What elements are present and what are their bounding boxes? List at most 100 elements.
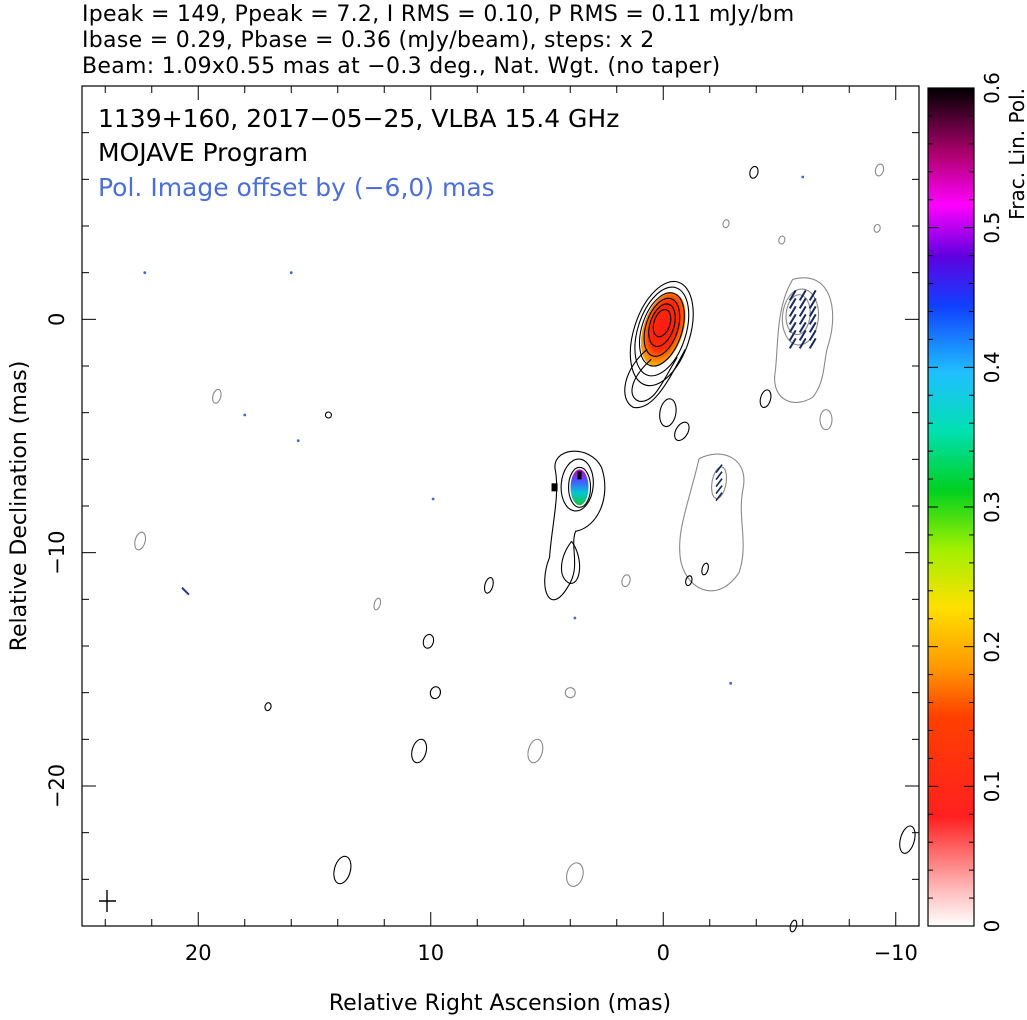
core-contour (652, 309, 672, 338)
noise-contour (429, 686, 442, 700)
noise-contour (411, 738, 428, 764)
x-tick-label: 0 (657, 941, 670, 965)
knot-polarization-fill (570, 469, 589, 506)
noise-contour (874, 163, 885, 177)
pol-vector (808, 337, 817, 349)
pol-vector (798, 297, 807, 309)
noise-contour (333, 855, 352, 885)
core-contour (648, 303, 676, 348)
pol-vector (808, 313, 817, 325)
noise-contour (483, 576, 494, 594)
noise-contour (778, 235, 786, 245)
pol-core-contour (781, 288, 820, 346)
noise-mark (181, 586, 190, 596)
pol-vector (715, 471, 723, 481)
noise-dot (143, 271, 147, 275)
pol-core-vectors (788, 289, 817, 349)
noise-contour (685, 575, 693, 587)
noise-dot (289, 271, 293, 275)
pol-vector (788, 313, 797, 325)
colorbar-tick-label: 0.2 (980, 631, 1004, 663)
y-tick-label: −20 (45, 764, 69, 808)
header-line-1: Ipeak = 149, Ppeak = 7.2, I RMS = 0.10, … (82, 2, 795, 27)
knot-vector-marker (577, 471, 582, 480)
pol-vector (798, 321, 807, 333)
pol-vector (788, 289, 797, 301)
pol-vector (715, 478, 723, 488)
x-axis-label: Relative Right Ascension (mas) (329, 991, 671, 1016)
core-jet-blob (659, 398, 677, 428)
pol-vector (808, 329, 817, 341)
knot-vector-marker (551, 483, 558, 492)
noise-contour (264, 702, 272, 712)
knot-outer-contour (544, 450, 606, 601)
colorbar-tick-label: 0.6 (980, 72, 1004, 104)
noise-dot (573, 616, 577, 620)
header-line-2: Ibase = 0.29, Pbase = 0.36 (mJy/beam), s… (82, 28, 655, 53)
beam-marker (99, 890, 116, 912)
axis-tick-labels: 20 10 0 −10 0 −10 −20 (45, 313, 918, 965)
pol-vector (788, 329, 797, 341)
noise-contour (527, 738, 544, 764)
noise-contour (873, 223, 881, 233)
pol-vector (788, 321, 797, 333)
noise-dot (729, 681, 733, 685)
noise-dot (296, 439, 300, 443)
panel-offset-note: Pol. Image offset by (−6,0) mas (98, 173, 495, 202)
pol-vector (798, 337, 807, 349)
contour-layer (134, 163, 916, 933)
knot-contour (560, 458, 594, 512)
y-axis-label: Relative Declination (mas) (7, 361, 32, 652)
pol-vector (798, 305, 807, 317)
pol-vector (715, 464, 723, 474)
pol-jet-blob (819, 409, 833, 431)
core-contour (643, 297, 681, 357)
colorbar-label: Frac. Lin. Pol. (1005, 88, 1027, 220)
pol-vector (788, 337, 797, 349)
pol-vector (808, 305, 817, 317)
axis-ticks (82, 85, 919, 927)
pol-vector (798, 289, 807, 301)
colorbar-tick-labels: 0 0.1 0.2 0.3 0.4 0.5 0.6 (980, 72, 1004, 932)
colorbar-tick-label: 0.5 (980, 212, 1004, 244)
noise-contour (134, 531, 147, 551)
x-tick-label: 20 (185, 941, 212, 965)
colorbar-tick-label: 0.1 (980, 770, 1004, 802)
noise-dot (801, 175, 805, 179)
pol-knot-contour (711, 466, 728, 500)
pol-vector (798, 329, 807, 341)
colorbar-tick-label: 0 (980, 920, 1004, 933)
pol-vector (808, 289, 817, 301)
noise-contour (373, 597, 382, 611)
noise-dot (431, 497, 435, 501)
noise-contour (564, 687, 576, 699)
y-tick-label: −10 (45, 531, 69, 575)
core-jet-contour (624, 348, 686, 409)
knot-contour (567, 466, 592, 508)
pol-knot-vectors (715, 464, 723, 502)
noise-contour (566, 862, 584, 887)
knot-tail-contour (561, 541, 581, 584)
pol-vector (715, 492, 723, 502)
noise-contour (899, 825, 916, 854)
pol-vector (788, 305, 797, 317)
x-tick-label: 10 (417, 941, 444, 965)
core-contour (638, 292, 685, 367)
pol-core-outer-contour (774, 277, 834, 403)
colorbar-tick-label: 0.3 (980, 491, 1004, 523)
colorbar-tick-label: 0.4 (980, 351, 1004, 383)
noise-contour (701, 562, 709, 576)
colorbar-ticks (928, 87, 974, 927)
noise-contour (759, 389, 772, 409)
core-jet-contour (631, 357, 678, 402)
noise-contour (324, 411, 333, 419)
pol-vector (808, 321, 817, 333)
pol-vector (715, 485, 723, 495)
pol-vector (808, 297, 817, 309)
pol-vector (798, 313, 807, 325)
header-line-3: Beam: 1.09x0.55 mas at −0.3 deg., Nat. W… (82, 54, 721, 79)
noise-contour (212, 388, 222, 404)
noise-contour (722, 219, 730, 229)
pol-core-contour (785, 294, 811, 336)
core-contour (629, 280, 694, 387)
